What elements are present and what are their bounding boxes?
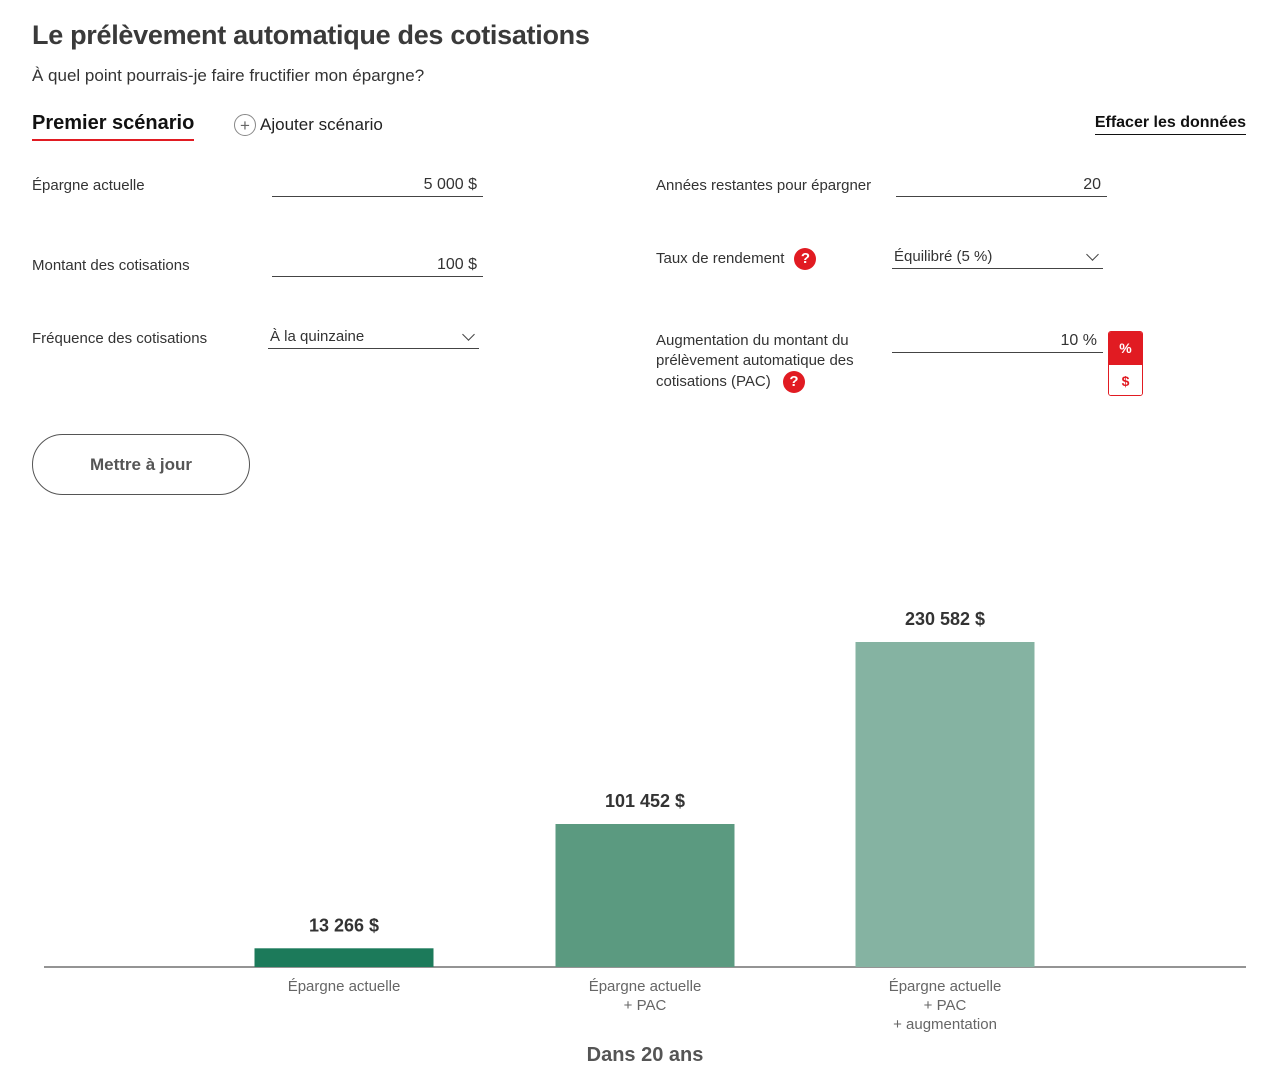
clear-data-link[interactable]: Effacer les données bbox=[1094, 114, 1246, 135]
category-label-2: + PAC bbox=[624, 997, 667, 1014]
category-label-1: Épargne actuelle bbox=[288, 978, 401, 995]
category-label-2: Épargne actuelle bbox=[589, 978, 702, 995]
years-remaining-input[interactable]: 20 bbox=[896, 175, 1107, 197]
category-label-3: + PAC bbox=[924, 997, 967, 1014]
pac-increase-input[interactable]: 10 % bbox=[892, 331, 1103, 353]
chart-x-label: Dans 20 ans bbox=[586, 1044, 704, 1066]
page-subtitle: À quel point pourrais-je faire fructifie… bbox=[32, 66, 425, 85]
contribution-frequency-label: Fréquence des cotisations bbox=[32, 330, 208, 347]
unit-percent-button[interactable]: % bbox=[1109, 332, 1142, 364]
contribution-frequency-select[interactable]: À la quinzaine bbox=[268, 327, 479, 349]
add-scenario-label: Ajouter scénario bbox=[260, 115, 383, 134]
return-rate-value: Équilibré (5 %) bbox=[894, 248, 993, 265]
help-icon[interactable]: ? bbox=[782, 371, 805, 393]
bar-value-label-1: 13 266 $ bbox=[309, 915, 379, 935]
return-rate-select[interactable]: Équilibré (5 %) bbox=[892, 247, 1103, 269]
add-scenario-button[interactable]: + Ajouter scénario bbox=[234, 114, 383, 136]
category-label-3: + augmentation bbox=[893, 1016, 997, 1033]
update-button[interactable]: Mettre à jour bbox=[32, 434, 250, 495]
pac-increase-label: Augmentation du montant du prélèvement a… bbox=[656, 332, 854, 390]
page-title: Le prélèvement automatique des cotisatio… bbox=[32, 20, 590, 50]
return-rate-label: Taux de rendement bbox=[656, 250, 785, 267]
chevron-down-icon bbox=[1086, 248, 1099, 261]
unit-toggle: % $ bbox=[1108, 331, 1143, 396]
pac-increase-label-group: Augmentation du montant du prélèvement a… bbox=[656, 331, 886, 393]
contribution-amount-label: Montant des cotisations bbox=[32, 257, 190, 274]
category-label-3: Épargne actuelle bbox=[889, 978, 1002, 995]
tab-first-scenario[interactable]: Premier scénario bbox=[32, 112, 195, 141]
bar-2 bbox=[555, 824, 735, 967]
contribution-amount-input[interactable]: 100 $ bbox=[272, 255, 483, 277]
bar-3 bbox=[855, 642, 1035, 967]
return-rate-label-group: Taux de rendement ? bbox=[656, 248, 817, 270]
bar-1 bbox=[254, 948, 434, 967]
unit-dollar-button[interactable]: $ bbox=[1109, 364, 1142, 395]
current-savings-input[interactable]: 5 000 $ bbox=[272, 175, 483, 197]
savings-bar-chart: 13 266 $ Épargne actuelle 101 452 $ Épargne… bbox=[44, 609, 1246, 1033]
years-remaining-label: Années restantes pour épargner bbox=[656, 177, 872, 194]
contribution-frequency-value: À la quinzaine bbox=[270, 328, 365, 345]
help-icon[interactable]: ? bbox=[794, 248, 817, 270]
plus-circle-icon: + bbox=[234, 114, 256, 136]
bar-value-label-2: 101 452 $ bbox=[605, 791, 685, 811]
current-savings-label: Épargne actuelle bbox=[32, 177, 145, 194]
chevron-down-icon bbox=[462, 328, 475, 341]
bar-value-label-3: 230 582 $ bbox=[905, 609, 985, 629]
